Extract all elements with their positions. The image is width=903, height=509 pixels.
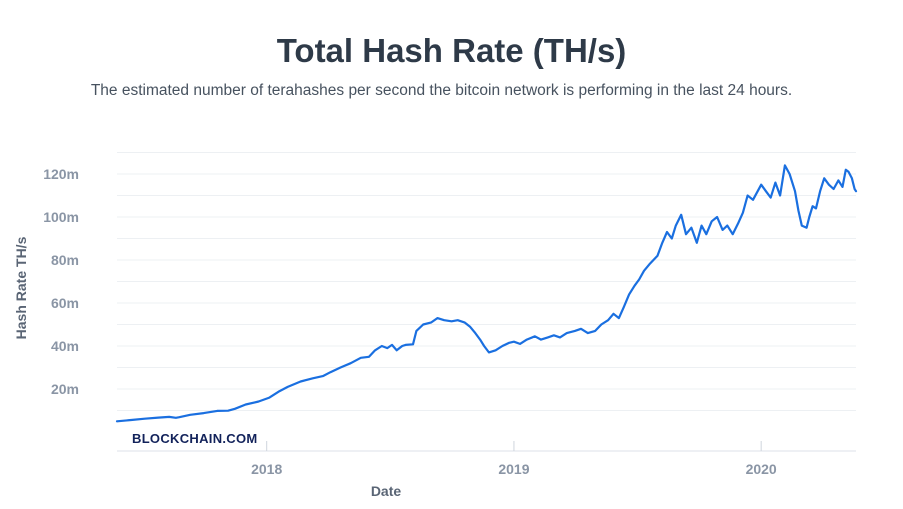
x-axis-title: Date xyxy=(371,483,402,499)
x-tick-label: 2020 xyxy=(746,461,777,477)
chart-subtitle: The estimated number of terahashes per s… xyxy=(90,82,793,99)
hash-rate-series-line xyxy=(115,164,858,423)
y-tick-label: 80m xyxy=(51,252,79,268)
y-tick-label: 40m xyxy=(51,338,79,354)
x-tick-label: 2019 xyxy=(498,461,529,477)
x-axis-ticks: 2018 2019 2020 xyxy=(251,441,777,477)
x-tick-label: 2018 xyxy=(251,461,282,477)
y-tick-label: 20m xyxy=(51,381,79,397)
y-tick-label: 100m xyxy=(43,209,79,225)
chart-title: Total Hash Rate (TH/s) xyxy=(276,32,627,69)
y-tick-label: 120m xyxy=(43,166,79,182)
blockchain-watermark: BLOCKCHAIN.COM xyxy=(132,431,258,446)
chart-grid xyxy=(117,152,856,411)
y-axis-title: Hash Rate TH/s xyxy=(13,236,29,339)
y-axis-ticks: 20m 40m 60m 80m 100m 120m xyxy=(43,166,79,397)
y-tick-label: 60m xyxy=(51,295,79,311)
